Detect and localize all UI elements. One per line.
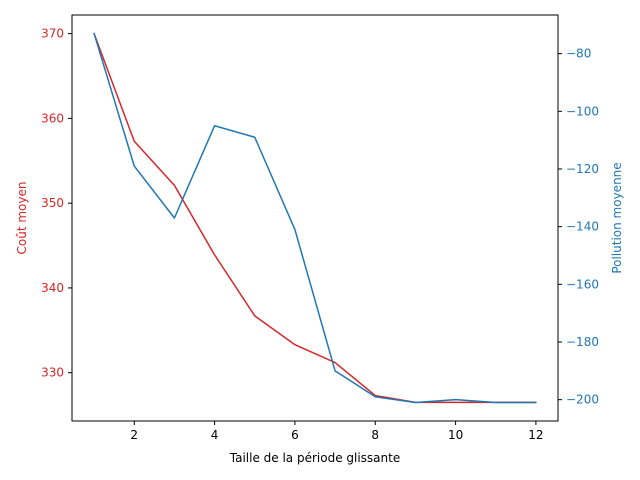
right-y-tick-label: −100: [566, 104, 599, 118]
left-y-tick-label: 360: [41, 111, 64, 125]
x-tick-label: 8: [371, 428, 379, 442]
x-tick-label: 10: [448, 428, 463, 442]
x-tick-label: 12: [528, 428, 543, 442]
plot-frame: [71, 14, 559, 422]
left-y-tick-label: 370: [41, 27, 64, 41]
right-y-tick-label: −200: [566, 393, 599, 407]
right-y-tick-label: −160: [566, 277, 599, 291]
right-y-tick-label: −80: [566, 47, 591, 61]
left-y-axis-label: Coût moyen: [15, 182, 29, 255]
series-group: [93, 32, 537, 404]
left-y-tick-label: 350: [41, 196, 64, 210]
cost-series-line: [93, 32, 537, 404]
left-y-axis-ticks: 330 340 350 360 370: [41, 27, 72, 380]
x-tick-label: 2: [130, 428, 138, 442]
x-tick-label: 4: [211, 428, 219, 442]
pollution-series-line: [93, 32, 537, 404]
right-y-tick-label: −120: [566, 162, 599, 176]
x-tick-label: 6: [291, 428, 299, 442]
right-y-tick-label: −180: [566, 335, 599, 349]
right-y-tick-label: −140: [566, 220, 599, 234]
left-y-tick-label: 340: [41, 281, 64, 295]
x-axis-ticks: 2 4 6 8 10 12: [130, 421, 544, 442]
x-axis-label: Taille de la période glissante: [229, 451, 400, 465]
left-y-tick-label: 330: [41, 366, 64, 380]
plot-area: [72, 15, 558, 421]
right-y-axis-ticks: −200 −180 −160 −140 −120 −100 −80: [558, 47, 599, 407]
right-y-axis-label: Pollution moyenne: [610, 162, 624, 273]
